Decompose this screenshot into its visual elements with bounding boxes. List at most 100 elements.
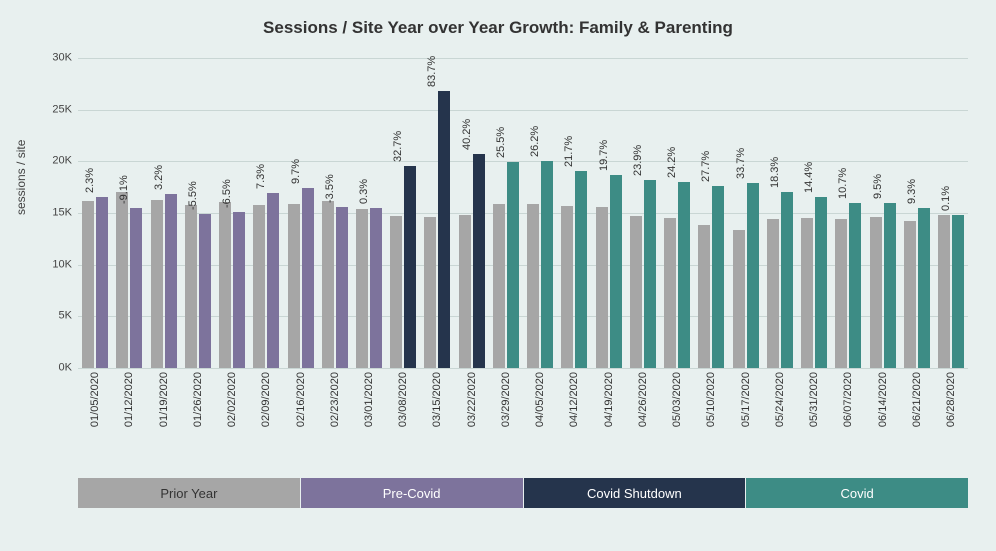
y-tick-label: 25K [36, 104, 72, 115]
bar-pct-label: 32.7% [392, 131, 404, 162]
bar-pct-label: 7.3% [255, 164, 267, 189]
y-tick-label: 0K [36, 363, 72, 374]
legend-item-prior-year: Prior Year [78, 478, 300, 508]
y-axis-label: sessions / site [14, 140, 28, 215]
bar-current-year: 18.3% [781, 192, 793, 368]
bar-current-year: 32.7% [404, 166, 416, 368]
x-label-cell: 01/19/2020 [146, 372, 180, 472]
bar-group: -6.5% [215, 58, 249, 368]
bars-row: 2.3%-9.1%3.2%-5.5%-6.5%7.3%9.7%-3.5%0.3%… [78, 58, 968, 368]
bar-pct-label: 9.5% [872, 174, 884, 199]
chart-container: Sessions / Site Year over Year Growth: F… [0, 0, 996, 551]
y-tick-label: 15K [36, 208, 72, 219]
bar-pct-label: 9.7% [290, 159, 302, 184]
bar-prior-year [596, 207, 608, 368]
bar-group: -9.1% [112, 58, 146, 368]
bar-group: 2.3% [78, 58, 112, 368]
bar-prior-year [630, 216, 642, 368]
bar-pct-label: 0.1% [940, 186, 952, 211]
bar-pct-label: 14.4% [803, 161, 815, 192]
bar-pct-label: 18.3% [769, 157, 781, 188]
bar-current-year: -3.5% [336, 207, 348, 369]
x-tick-label: 03/08/2020 [397, 372, 409, 427]
bar-current-year: 25.5% [507, 162, 519, 368]
bar-pct-label: 33.7% [735, 148, 747, 179]
bar-group: 9.7% [283, 58, 317, 368]
x-labels-row: 01/05/202001/12/202001/19/202001/26/2020… [78, 372, 968, 472]
bar-prior-year [185, 205, 197, 368]
x-tick-label: 03/15/2020 [431, 372, 443, 427]
x-label-cell: 04/05/2020 [523, 372, 557, 472]
chart-title: Sessions / Site Year over Year Growth: F… [0, 0, 996, 38]
bar-group: 32.7% [386, 58, 420, 368]
x-label-cell: 05/03/2020 [660, 372, 694, 472]
bar-current-year: 9.3% [918, 208, 930, 368]
x-tick-label: 05/10/2020 [705, 372, 717, 427]
bar-current-year: 23.9% [644, 180, 656, 368]
bar-prior-year [767, 219, 779, 368]
bar-pct-label: 27.7% [700, 151, 712, 182]
x-tick-label: 05/24/2020 [774, 372, 786, 427]
bar-prior-year [459, 215, 471, 368]
bar-prior-year [664, 218, 676, 368]
legend-item-covid: Covid [746, 478, 968, 508]
x-tick-label: 06/21/2020 [911, 372, 923, 427]
bar-current-year: 14.4% [815, 197, 827, 368]
bar-prior-year [733, 230, 745, 368]
bar-current-year: 10.7% [849, 203, 861, 368]
y-tick-label: 5K [36, 311, 72, 322]
bar-group: 21.7% [557, 58, 591, 368]
bar-current-year: 2.3% [96, 197, 108, 368]
x-label-cell: 05/24/2020 [763, 372, 797, 472]
bar-current-year: 3.2% [165, 194, 177, 368]
bar-group: 27.7% [694, 58, 728, 368]
bar-pct-label: -9.1% [118, 176, 130, 205]
plot-area: 2.3%-9.1%3.2%-5.5%-6.5%7.3%9.7%-3.5%0.3%… [78, 58, 968, 368]
x-label-cell: 03/29/2020 [489, 372, 523, 472]
x-label-cell: 06/28/2020 [934, 372, 968, 472]
legend-row: Prior YearPre-CovidCovid ShutdownCovid [78, 478, 968, 508]
y-tick-label: 30K [36, 53, 72, 64]
bar-group: -5.5% [181, 58, 215, 368]
x-tick-label: 03/29/2020 [500, 372, 512, 427]
bar-group: 10.7% [831, 58, 865, 368]
x-label-cell: 04/26/2020 [626, 372, 660, 472]
bar-group: 7.3% [249, 58, 283, 368]
x-tick-label: 06/28/2020 [945, 372, 957, 427]
bar-current-year: 40.2% [473, 154, 485, 368]
bar-prior-year [493, 204, 505, 368]
bar-pct-label: 40.2% [461, 118, 473, 149]
bar-group: -3.5% [318, 58, 352, 368]
bar-prior-year [424, 217, 436, 368]
bar-current-year: -9.1% [130, 208, 142, 368]
bar-prior-year [904, 221, 916, 368]
legend-item-shutdown: Covid Shutdown [524, 478, 746, 508]
bar-pct-label: 23.9% [632, 145, 644, 176]
bar-prior-year [219, 202, 231, 368]
bar-group: 23.9% [626, 58, 660, 368]
bar-prior-year [835, 219, 847, 368]
bar-group: 9.5% [865, 58, 899, 368]
bar-pct-label: 25.5% [495, 127, 507, 158]
bar-current-year: 7.3% [267, 193, 279, 368]
x-label-cell: 03/22/2020 [455, 372, 489, 472]
x-tick-label: 05/03/2020 [671, 372, 683, 427]
x-label-cell: 03/15/2020 [420, 372, 454, 472]
x-label-cell: 04/19/2020 [592, 372, 626, 472]
bar-group: 9.3% [900, 58, 934, 368]
x-label-cell: 03/01/2020 [352, 372, 386, 472]
bar-current-year: 9.7% [302, 188, 314, 368]
y-tick-label: 10K [36, 259, 72, 270]
gridline [78, 368, 968, 369]
bar-prior-year [253, 205, 265, 368]
x-tick-label: 01/05/2020 [89, 372, 101, 427]
x-label-cell: 01/26/2020 [181, 372, 215, 472]
bar-current-year: 19.7% [610, 175, 622, 368]
x-tick-label: 04/05/2020 [534, 372, 546, 427]
bar-prior-year [322, 201, 334, 368]
x-tick-label: 05/17/2020 [740, 372, 752, 427]
x-tick-label: 06/07/2020 [842, 372, 854, 427]
x-label-cell: 02/16/2020 [283, 372, 317, 472]
bar-group: 0.1% [934, 58, 968, 368]
bar-pct-label: 10.7% [837, 168, 849, 199]
